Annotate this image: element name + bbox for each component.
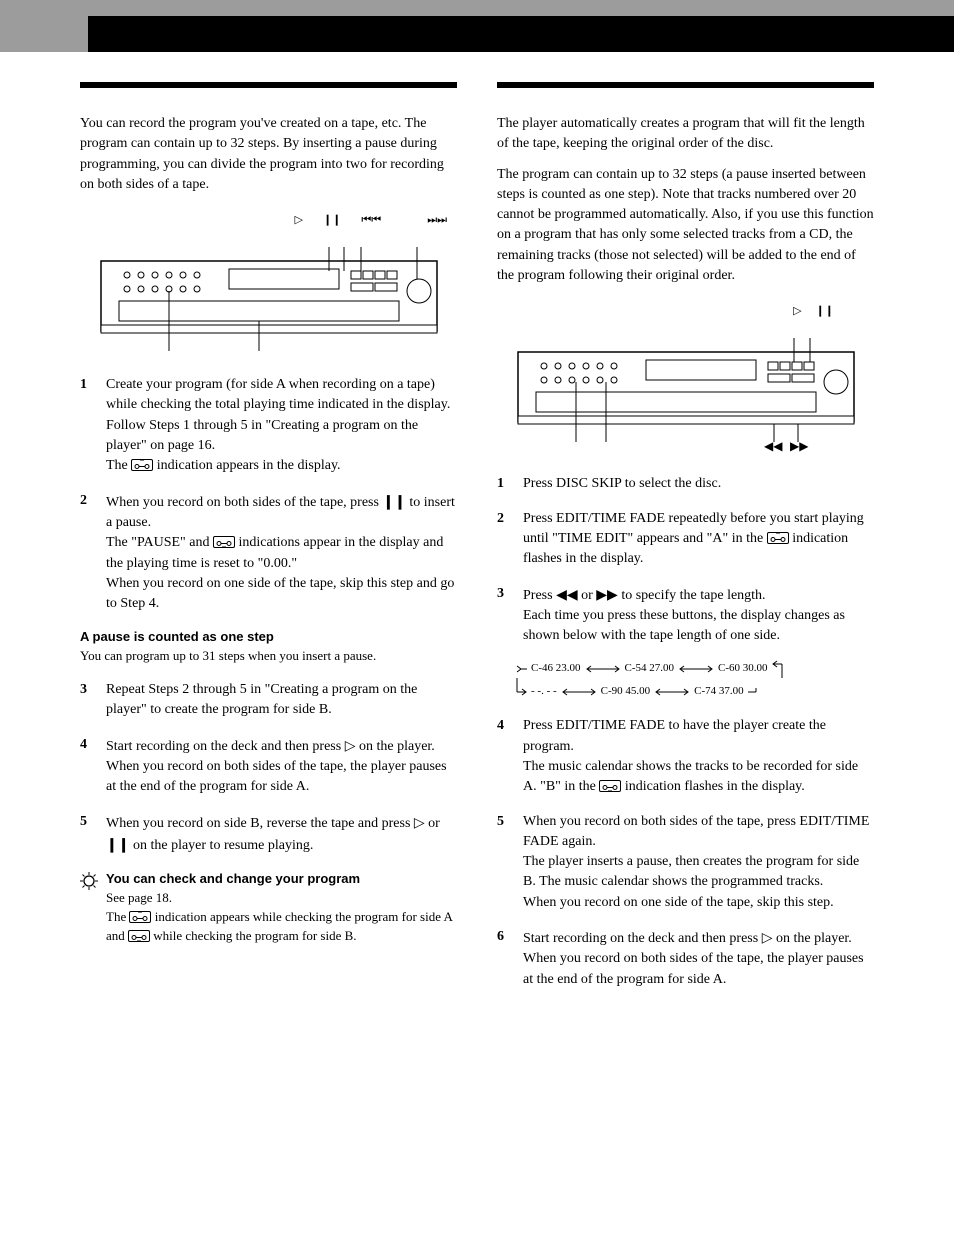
right-intro-2: The program can contain up to 32 steps (… <box>497 165 874 287</box>
step-line: When you record on both sides of the tap… <box>523 812 874 853</box>
page-header <box>0 0 954 52</box>
step-body: Press EDIT/TIME FADE to have the player … <box>523 716 874 797</box>
tip-block: You can check and change your program Se… <box>80 870 457 945</box>
tip-body: See page 18.The indication appears while… <box>106 889 457 946</box>
step-body: When you record on side B, reverse the t… <box>106 812 457 857</box>
tip-heading: You can check and change your program <box>106 870 457 889</box>
step-line: When you record on both sides of the tap… <box>523 949 874 990</box>
cd-player-svg <box>99 243 439 353</box>
step: 1Create your program (for side A when re… <box>80 375 457 476</box>
step: 6Start recording on the deck and then pr… <box>497 927 874 990</box>
step-line: Start recording on the deck and then pre… <box>523 927 874 949</box>
page-body: You can record the program you've create… <box>0 52 954 1044</box>
note-heading: A pause is counted as one step <box>80 628 457 647</box>
step-body: Repeat Steps 2 through 5 in "Creating a … <box>106 680 457 721</box>
step: 2When you record on both sides of the ta… <box>80 491 457 615</box>
step-number: 4 <box>497 716 523 797</box>
prev-track-icon: ⏮⏮ <box>361 213 381 229</box>
step-line: Press ◀◀ or ▶▶ to specify the tape lengt… <box>523 584 874 606</box>
pause-icon: ❙❙ <box>323 213 341 229</box>
header-black-bar <box>88 16 954 52</box>
right-intro-1: The player automatically creates a progr… <box>497 114 874 155</box>
step-number: 6 <box>497 927 523 990</box>
device-illustration-right: ▷ ❙❙ <box>497 304 874 452</box>
step-line: When you record on one side of the tape,… <box>106 574 457 615</box>
step-line: Press EDIT/TIME FADE to have the player … <box>523 716 874 757</box>
step-line: Press EDIT/TIME FADE repeatedly before y… <box>523 509 874 570</box>
step-line: Repeat Steps 2 through 5 in "Creating a … <box>106 680 457 721</box>
cd-player-svg-right: ◀◀ ▶▶ <box>516 334 856 452</box>
step-line: Each time you press these buttons, the d… <box>523 606 874 647</box>
step: 3Repeat Steps 2 through 5 in "Creating a… <box>80 680 457 721</box>
step-line: When you record on both sides of the tap… <box>106 491 457 534</box>
step-body: Start recording on the deck and then pre… <box>523 927 874 990</box>
step-body: Start recording on the deck and then pre… <box>106 735 457 798</box>
pause-icon: ❙❙ <box>816 304 834 320</box>
device-icon-labels-right: ▷ ❙❙ <box>497 304 874 320</box>
step: 4Press EDIT/TIME FADE to have the player… <box>497 716 874 797</box>
step-body: Press DISC SKIP to select the disc. <box>523 474 874 494</box>
step-line: When you record on both sides of the tap… <box>106 757 457 798</box>
device-illustration-left: ▷ ❙❙ ⏮⏮ ⏭⏭ <box>80 213 457 353</box>
step: 5When you record on side B, reverse the … <box>80 812 457 857</box>
svg-text:▶▶: ▶▶ <box>790 439 809 452</box>
step-line: The "PAUSE" and indications appear in th… <box>106 533 457 574</box>
tip-line: See page 18. <box>106 889 457 908</box>
step-body: When you record on both sides of the tap… <box>523 812 874 913</box>
right-steps: 1Press DISC SKIP to select the disc.2Pre… <box>497 474 874 990</box>
device-icon-labels: ▷ ❙❙ ⏮⏮ ⏭⏭ <box>80 213 457 229</box>
step-line: Create your program (for side A when rec… <box>106 375 457 416</box>
play-icon: ▷ <box>294 213 302 229</box>
step: 1Press DISC SKIP to select the disc. <box>497 474 874 494</box>
step: 3Press ◀◀ or ▶▶ to specify the tape leng… <box>497 584 874 647</box>
next-track-icon: ⏭⏭ <box>427 213 447 229</box>
step-line: Follow Steps 1 through 5 in "Creating a … <box>106 416 457 457</box>
step-line: The indication appears in the display. <box>106 456 457 476</box>
right-column: The player automatically creates a progr… <box>497 82 874 1004</box>
left-column: You can record the program you've create… <box>80 82 457 1004</box>
tip-lightbulb-icon <box>80 870 106 945</box>
step-number: 2 <box>80 491 106 615</box>
left-intro: You can record the program you've create… <box>80 114 457 195</box>
step-line: When you record on side B, reverse the t… <box>106 812 457 857</box>
step: 2Press EDIT/TIME FADE repeatedly before … <box>497 509 874 570</box>
step-body: Press ◀◀ or ▶▶ to specify the tape lengt… <box>523 584 874 647</box>
step: 5When you record on both sides of the ta… <box>497 812 874 913</box>
right-section-rule <box>497 82 874 88</box>
step-number: 1 <box>497 474 523 494</box>
step-line: Press DISC SKIP to select the disc. <box>523 474 874 494</box>
left-steps: 1Create your program (for side A when re… <box>80 375 457 856</box>
tape-length-diagram: C-46 23.00C-54 27.00C-60 30.00- -. - -C-… <box>515 660 874 700</box>
left-section-rule <box>80 82 457 88</box>
step-number: 3 <box>80 680 106 721</box>
step-number: 3 <box>497 584 523 647</box>
header-gray-strip <box>88 0 954 16</box>
step-number: 5 <box>80 812 106 857</box>
play-icon: ▷ <box>793 304 801 320</box>
step-line: The player inserts a pause, then creates… <box>523 852 874 893</box>
step-line: When you record on one side of the tape,… <box>523 893 874 913</box>
note-body: You can program up to 31 steps when you … <box>80 647 457 666</box>
step-number: 2 <box>497 509 523 570</box>
svg-text:◀◀: ◀◀ <box>764 439 783 452</box>
step-line: The music calendar shows the tracks to b… <box>523 757 874 798</box>
step-line: Start recording on the deck and then pre… <box>106 735 457 757</box>
step-body: When you record on both sides of the tap… <box>106 491 457 615</box>
step-body: Press EDIT/TIME FADE repeatedly before y… <box>523 509 874 570</box>
step: 4Start recording on the deck and then pr… <box>80 735 457 798</box>
tip-line: The indication appears while checking th… <box>106 908 457 946</box>
step-number: 5 <box>497 812 523 913</box>
step-number: 4 <box>80 735 106 798</box>
step-number: 1 <box>80 375 106 476</box>
header-gray-tab <box>0 0 88 52</box>
step-body: Create your program (for side A when rec… <box>106 375 457 476</box>
